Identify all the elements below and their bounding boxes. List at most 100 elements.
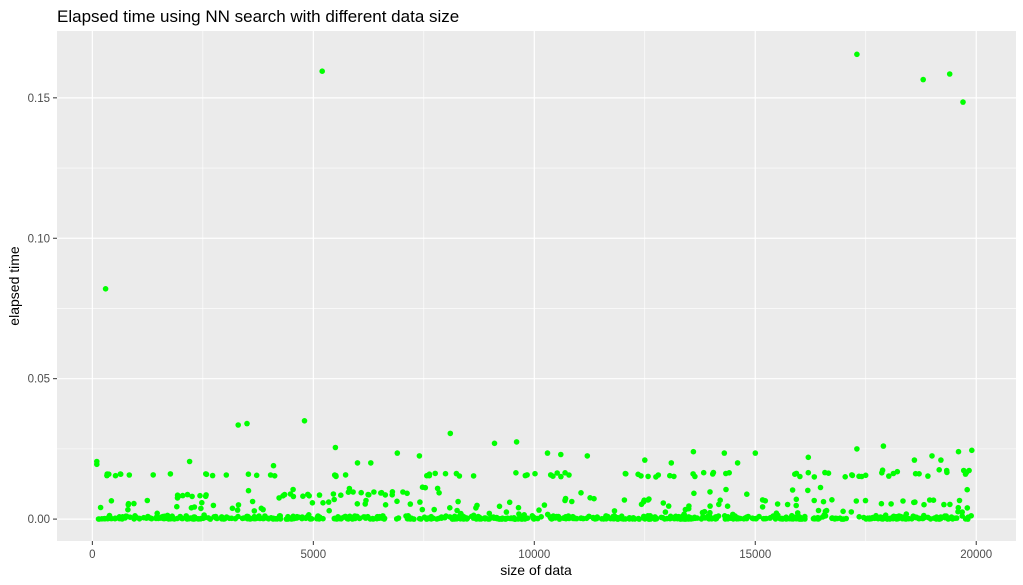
data-point [244,420,250,427]
data-point [743,515,750,522]
data-point [793,502,799,509]
data-point [955,508,961,515]
data-point [842,474,848,480]
y-tick-label: 0.10 [28,233,50,245]
data-point [300,493,306,500]
data-point [690,448,697,455]
data-point [515,504,522,511]
data-point [419,506,426,513]
x-axis-title: size of data [500,562,572,578]
data-point [848,509,855,515]
data-point [112,515,118,522]
data-point [97,504,104,511]
data-point [792,471,798,478]
data-point [783,516,789,522]
data-point [843,515,849,522]
data-point [332,444,339,451]
data-point [499,515,506,521]
data-point [245,487,252,494]
data-point [626,515,633,521]
data-point [470,473,477,479]
data-point [277,513,283,519]
data-point [235,422,241,428]
data-point [636,516,642,522]
data-point [305,491,311,498]
data-point [363,497,369,504]
data-point [416,453,423,459]
data-point [880,516,886,522]
data-point [603,516,610,522]
data-point [408,515,415,522]
data-point [658,514,665,521]
data-point [921,512,927,519]
data-point [290,493,297,500]
data-point [752,450,759,456]
data-point [251,515,258,522]
data-point [174,503,180,510]
data-point [421,514,428,520]
data-point [959,513,965,519]
data-point [167,471,174,477]
data-point [144,497,151,504]
data-point [706,516,712,522]
data-point [262,513,268,519]
data-point [653,474,659,480]
data-point [558,451,564,458]
data-point [558,473,564,480]
data-point [354,460,361,466]
data-point [301,418,308,424]
data-point [356,515,363,522]
data-point [371,489,377,495]
data-point [447,505,453,511]
data-point [664,515,670,522]
data-point [821,512,828,518]
data-point [153,515,159,522]
data-point [566,472,572,478]
data-point [436,490,442,496]
data-point [203,492,209,498]
data-point [94,461,100,468]
data-point [903,511,910,517]
data-point [662,509,669,515]
data-point [326,507,333,514]
data-point [378,490,384,496]
data-point [805,487,811,494]
data-point [823,507,830,514]
data-point [290,486,296,493]
data-point [521,512,527,518]
data-point [516,511,522,517]
data-point [879,470,885,476]
data-point [797,473,803,480]
data-point [532,470,538,477]
x-axis-ticks: 0 5000 10000 15000 20000 [89,541,992,561]
data-point [280,493,286,499]
data-point [96,516,103,522]
data-point [223,472,230,478]
data-point [944,469,950,476]
data-point [316,492,323,498]
data-point [496,503,503,510]
data-point [125,502,132,508]
data-point [820,498,827,505]
data-point [730,511,736,518]
data-point [829,515,835,521]
data-point [562,497,568,504]
data-point [513,439,520,445]
data-point [186,458,193,465]
data-point [566,515,572,522]
data-point [560,515,567,521]
data-point [784,501,791,508]
y-axis-ticks: 0.00 0.05 0.10 0.15 [28,93,57,526]
data-point [969,447,975,454]
data-point [407,501,414,507]
data-point [911,457,918,463]
data-point [577,515,584,522]
data-point [474,502,480,509]
data-point [330,491,337,497]
data-point [482,515,489,521]
data-point [154,510,160,517]
data-point [866,516,872,522]
data-point [856,514,862,520]
data-point [299,515,305,522]
data-point [591,495,597,502]
